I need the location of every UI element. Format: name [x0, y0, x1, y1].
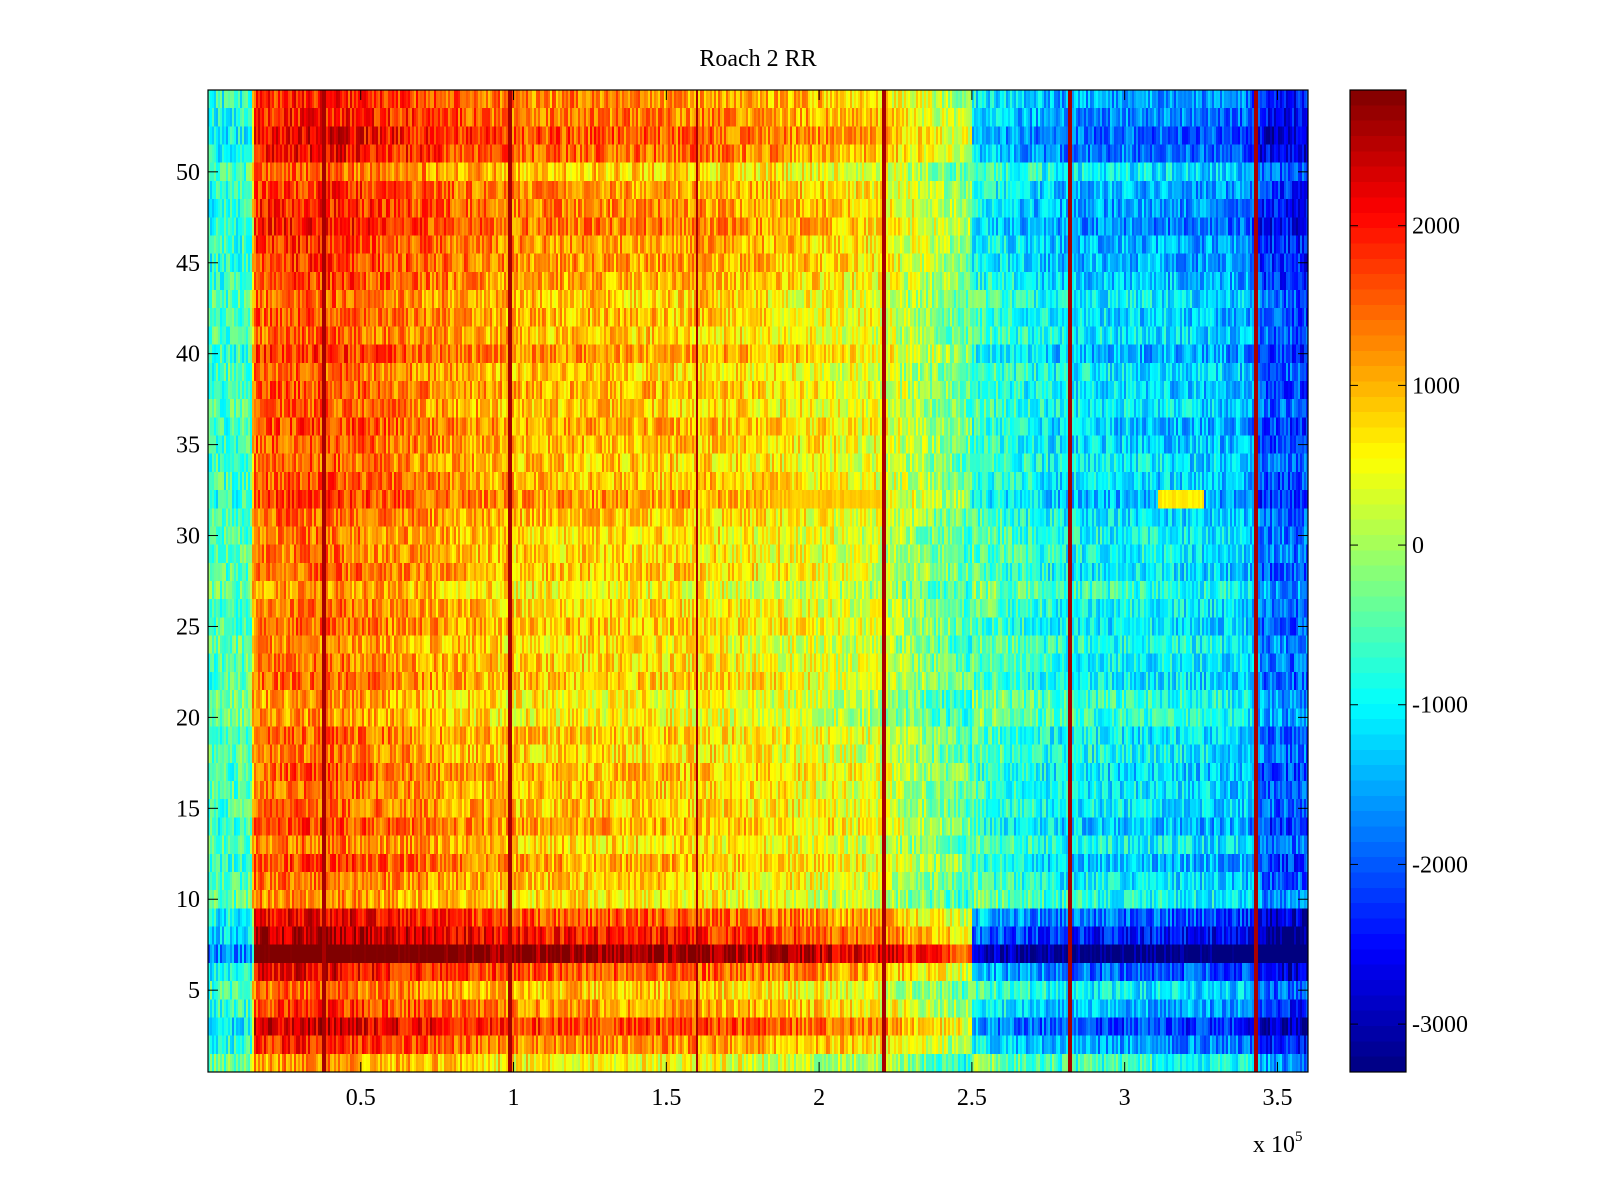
colorbar-gradient: [1350, 90, 1406, 1072]
y-tick-label: 20: [176, 705, 200, 731]
x-tick-label: 3.5: [1262, 1085, 1292, 1111]
colorbar-tick-label: 2000: [1412, 214, 1460, 240]
heatmap-image: [208, 90, 1308, 1072]
plot-frame: [207, 89, 1309, 1073]
colorbar-tick-label: 0: [1412, 533, 1424, 559]
x-tick-label: 0.5: [346, 1085, 376, 1111]
x-axis-ticks: 0.5 1 1.5 2 2.5 3 3.5: [346, 90, 1292, 1111]
x-tick-label: 2.5: [957, 1085, 987, 1111]
colorbar-tick-label: -1000: [1412, 693, 1468, 719]
colorbar-tick-label: -3000: [1412, 1012, 1468, 1038]
y-tick-label: 15: [176, 796, 200, 822]
y-tick-label: 10: [176, 887, 200, 913]
colorbar-ticks: 2000 1000 0 -1000 -2000 -3000: [1350, 214, 1468, 1038]
y-tick-label: 5: [188, 978, 200, 1004]
x-exponent-power: 5: [1295, 1129, 1303, 1145]
y-tick-label: 45: [176, 251, 200, 277]
x-tick-label: 1.5: [651, 1085, 681, 1111]
y-tick-label: 50: [176, 160, 200, 186]
colorbar-frame: [1349, 89, 1407, 1073]
chart-title: Roach 2 RR: [699, 46, 816, 72]
y-axis-ticks: 5 10 15 20 25 30 35 40 45 50: [176, 160, 1308, 1004]
x-exponent-base: x 10: [1253, 1132, 1295, 1158]
x-exponent-label: x 105: [1253, 1129, 1303, 1158]
y-tick-label: 35: [176, 433, 200, 459]
y-tick-label: 25: [176, 614, 200, 640]
x-tick-label: 1: [508, 1085, 520, 1111]
y-tick-label: 30: [176, 524, 200, 550]
y-tick-label: 40: [176, 342, 200, 368]
colorbar-tick-label: -2000: [1412, 852, 1468, 878]
x-tick-label: 3: [1119, 1085, 1131, 1111]
x-tick-label: 2: [813, 1085, 825, 1111]
colorbar-tick-label: 1000: [1412, 373, 1460, 399]
